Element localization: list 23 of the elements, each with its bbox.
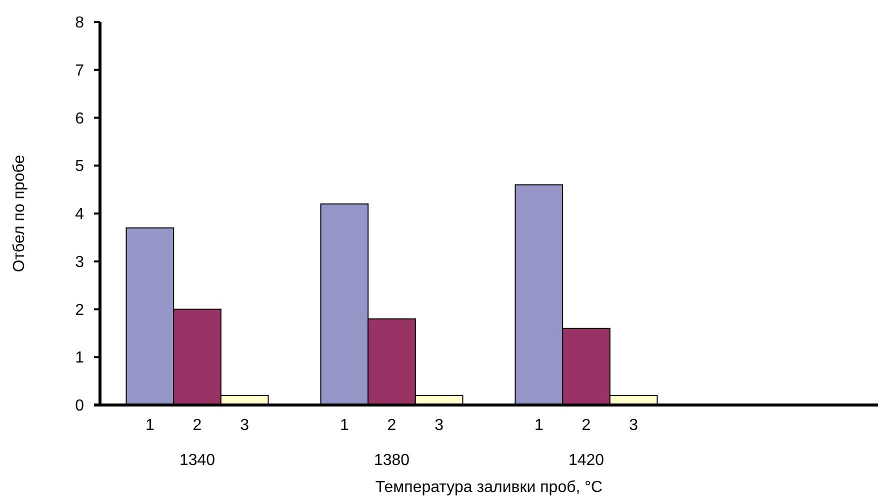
y-tick-label: 1 [75, 350, 84, 367]
y-tick-label: 5 [75, 158, 84, 176]
text: 1 [340, 417, 349, 434]
y-tick-label: 4 [75, 206, 84, 224]
x-axis-title: Температура заливки проб, °C [375, 479, 603, 496]
x-tick-label: 1380 [374, 452, 410, 469]
y-tick-label: 7 [75, 62, 84, 80]
series-label: 2 [192, 417, 202, 434]
y-tick-label: 0 [75, 398, 84, 415]
text: 2 [582, 417, 591, 434]
text: 3 [434, 417, 444, 434]
series-label: 1 [145, 417, 154, 434]
y-tick-label: 3 [75, 254, 84, 271]
y-axis-title: Отбел по пробе [11, 154, 28, 272]
text: 2 [387, 417, 396, 434]
text: 1 [534, 417, 544, 434]
text: 3 [629, 417, 638, 434]
x-tick-label: 1340 [179, 452, 216, 469]
y-tick-label: 8 [75, 14, 84, 32]
y-tick-label: 6 [75, 110, 84, 128]
series-label: 3 [240, 417, 250, 434]
y-tick-label: 2 [75, 302, 84, 319]
x-tick-label: 1420 [568, 452, 604, 469]
